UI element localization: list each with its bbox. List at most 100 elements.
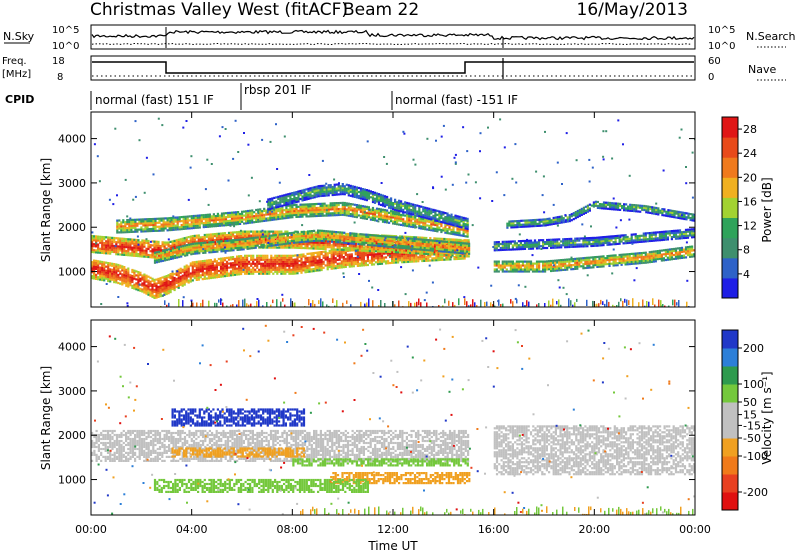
power-cell bbox=[245, 212, 248, 215]
power-cell bbox=[353, 234, 356, 237]
power-cell bbox=[222, 220, 226, 223]
power-cell bbox=[246, 245, 249, 248]
power-cell bbox=[93, 265, 96, 268]
power-cell bbox=[230, 211, 234, 214]
power-cell bbox=[349, 213, 352, 216]
power-cell bbox=[217, 275, 220, 278]
power-cell bbox=[107, 248, 110, 251]
power-cell bbox=[221, 269, 225, 272]
power-cell bbox=[376, 261, 380, 264]
power-cell bbox=[344, 261, 347, 264]
power-cell bbox=[405, 245, 408, 248]
power-cell bbox=[256, 238, 259, 241]
power-cell bbox=[296, 258, 299, 261]
power-cell bbox=[252, 244, 255, 248]
power-cell bbox=[463, 255, 466, 258]
power-cell bbox=[139, 243, 142, 246]
power-cell bbox=[169, 281, 172, 284]
power-cell bbox=[139, 271, 142, 274]
power-cell bbox=[128, 226, 131, 230]
power-cell bbox=[209, 268, 212, 272]
power-cell bbox=[318, 243, 321, 246]
power-cell bbox=[240, 242, 243, 245]
power-cell bbox=[305, 211, 308, 214]
power-cell bbox=[232, 211, 236, 214]
power-cell bbox=[361, 211, 364, 214]
power-cell bbox=[304, 263, 307, 266]
power-cell bbox=[274, 268, 277, 271]
power-cell bbox=[443, 250, 446, 253]
power-cell bbox=[134, 218, 137, 221]
power-cell bbox=[254, 236, 257, 239]
power-cell bbox=[252, 266, 255, 269]
power-cell bbox=[262, 239, 265, 242]
power-cell bbox=[246, 272, 249, 275]
power-cell bbox=[307, 211, 310, 214]
power-cell bbox=[451, 247, 455, 250]
power-cell bbox=[248, 237, 251, 240]
power-cell bbox=[165, 289, 168, 292]
power-cell bbox=[449, 245, 453, 248]
power-cell bbox=[419, 242, 422, 245]
power-cell bbox=[230, 219, 234, 222]
power-cell bbox=[215, 266, 218, 269]
power-cell bbox=[361, 215, 364, 218]
power-cell bbox=[439, 240, 442, 243]
power-cell bbox=[200, 242, 203, 245]
power-cell bbox=[374, 255, 378, 258]
power-cell bbox=[348, 245, 351, 248]
power-cell bbox=[259, 214, 262, 217]
power-cell bbox=[330, 244, 333, 247]
power-cell bbox=[172, 228, 175, 231]
power-cell bbox=[141, 251, 144, 254]
power-cell bbox=[101, 249, 104, 252]
power-cell bbox=[161, 280, 164, 283]
power-cell bbox=[311, 209, 314, 212]
power-cell bbox=[433, 241, 436, 244]
power-cell bbox=[412, 225, 415, 229]
power-cell bbox=[311, 207, 314, 210]
power-cell bbox=[221, 238, 225, 241]
power-cell bbox=[266, 237, 269, 240]
power-cell bbox=[109, 262, 112, 265]
power-cell bbox=[187, 281, 190, 284]
power-cell bbox=[221, 273, 225, 276]
power-cell bbox=[153, 240, 156, 243]
power-cell bbox=[236, 244, 239, 247]
power-cell bbox=[332, 261, 335, 264]
power-cell bbox=[379, 240, 382, 244]
power-cell bbox=[271, 216, 274, 219]
power-cell bbox=[359, 208, 362, 211]
power-cell bbox=[125, 272, 128, 275]
power-cell bbox=[198, 220, 201, 223]
power-cell bbox=[369, 218, 372, 221]
power-cell bbox=[292, 258, 295, 261]
power-cell bbox=[264, 230, 267, 233]
power-cell bbox=[451, 238, 454, 241]
power-cell bbox=[125, 238, 128, 241]
power-cell bbox=[430, 229, 433, 232]
power-cell bbox=[228, 211, 232, 214]
power-cell bbox=[433, 247, 436, 250]
power-cell bbox=[208, 219, 211, 222]
power-cell bbox=[193, 265, 196, 268]
power-cell bbox=[119, 276, 122, 279]
power-cell bbox=[121, 275, 124, 278]
power-cell bbox=[342, 262, 345, 265]
power-cell bbox=[412, 218, 415, 221]
power-cell bbox=[184, 248, 187, 251]
power-cell bbox=[119, 241, 122, 244]
power-cell bbox=[249, 213, 252, 216]
power-cell bbox=[371, 214, 375, 218]
power-cell bbox=[111, 240, 114, 243]
power-cell bbox=[141, 278, 144, 281]
power-cell bbox=[302, 265, 305, 268]
power-cell bbox=[117, 251, 120, 254]
power-cell bbox=[330, 257, 333, 260]
power-cell bbox=[416, 220, 419, 223]
power-cell bbox=[103, 277, 106, 280]
power-cell bbox=[359, 237, 362, 240]
power-cell bbox=[331, 206, 334, 209]
power-cell bbox=[433, 243, 436, 246]
power-cell bbox=[137, 285, 140, 288]
